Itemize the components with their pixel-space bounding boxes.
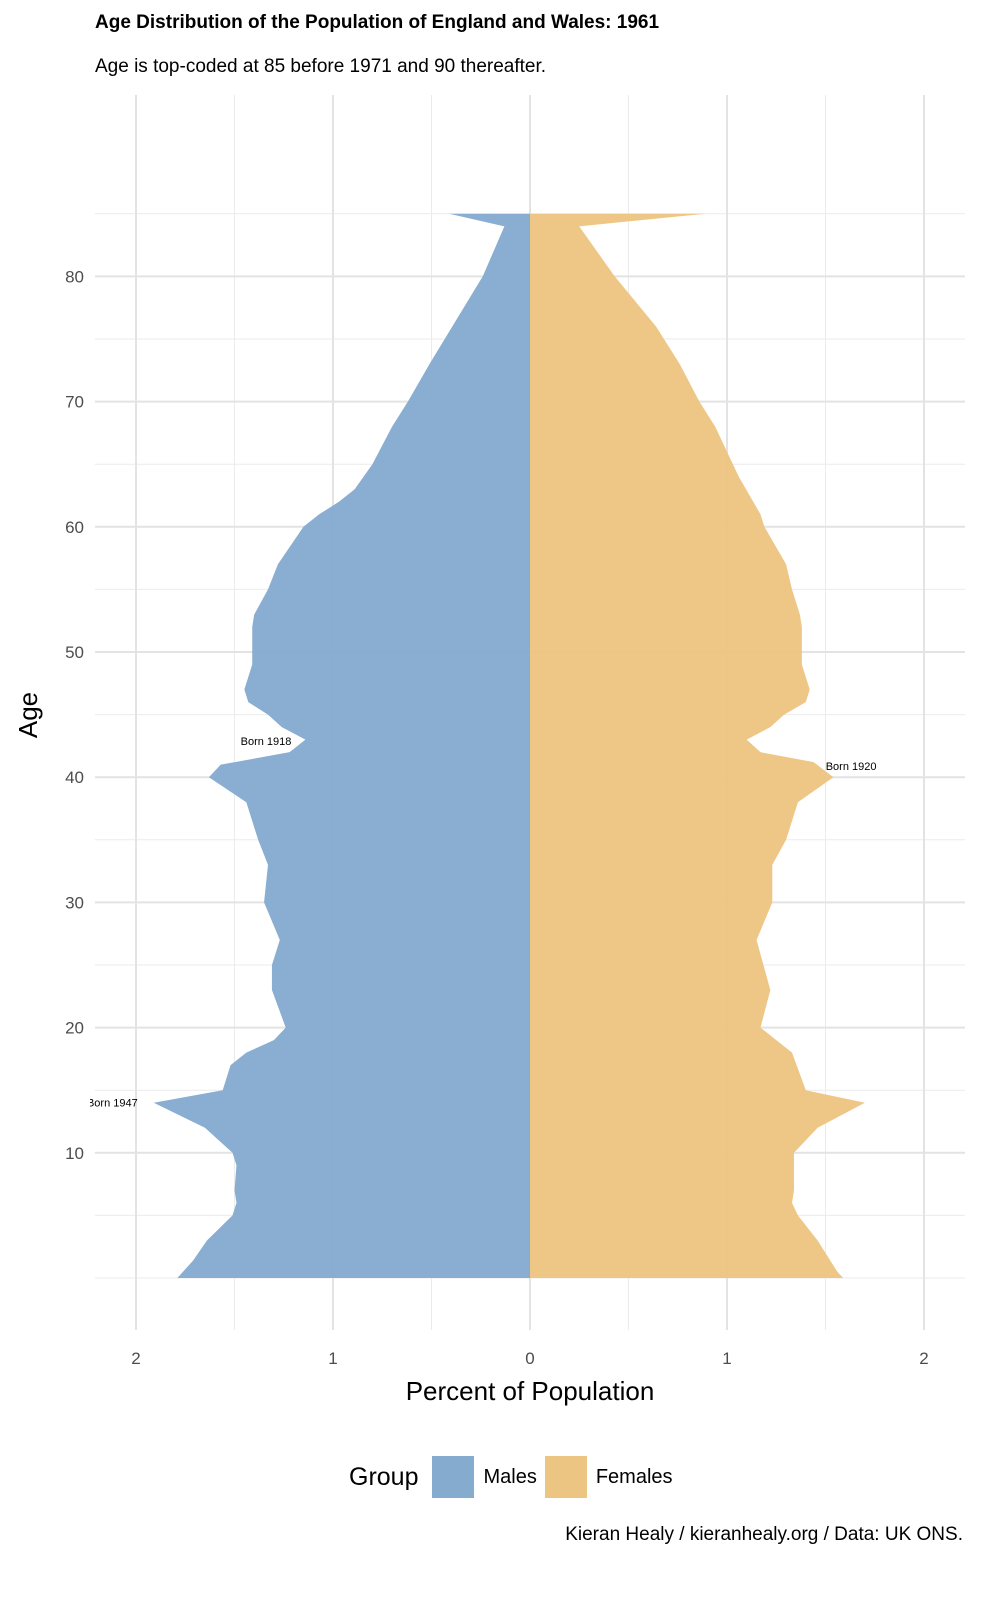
x-tick-label: 2: [131, 1349, 140, 1368]
x-axis-label: Percent of Population: [406, 1376, 655, 1406]
y-tick-label: 20: [65, 1019, 84, 1038]
annotation-label: Born 1920: [826, 761, 877, 773]
y-tick-label: 50: [65, 643, 84, 662]
x-tick-label: 0: [525, 1349, 534, 1368]
y-tick-label: 40: [65, 768, 84, 787]
annotation-label: Born 1947: [87, 1098, 138, 1110]
legend-key-males: [432, 1456, 475, 1498]
y-axis-label: Age: [13, 692, 43, 738]
annotation-label: Born 1918: [241, 736, 292, 748]
x-tick-label: 2: [919, 1349, 928, 1368]
legend: Group Males Females: [349, 1456, 681, 1498]
area-females: [530, 213, 865, 1278]
legend-label-males: Males: [483, 1465, 537, 1488]
chart-title: Age Distribution of the Population of En…: [95, 12, 660, 33]
y-tick-label: 80: [65, 267, 84, 286]
x-tick-label: 1: [328, 1349, 337, 1368]
y-tick-label: 60: [65, 518, 84, 537]
chart-subtitle: Age is top-coded at 85 before 1971 and 9…: [95, 56, 547, 77]
legend-key-females: [544, 1456, 587, 1498]
y-tick-label: 10: [65, 1144, 84, 1163]
legend-label-females: Females: [595, 1465, 673, 1488]
x-tick-label: 1: [722, 1349, 731, 1368]
caption: Kieran Healy / kieranhealy.org / Data: U…: [565, 1524, 963, 1545]
area-males: [153, 213, 531, 1278]
y-tick-label: 30: [65, 893, 84, 912]
y-tick-label: 70: [65, 393, 84, 412]
legend-title: Group: [349, 1462, 419, 1491]
series-marks: Born 1918 Born 1920 Born 1947: [87, 213, 877, 1278]
